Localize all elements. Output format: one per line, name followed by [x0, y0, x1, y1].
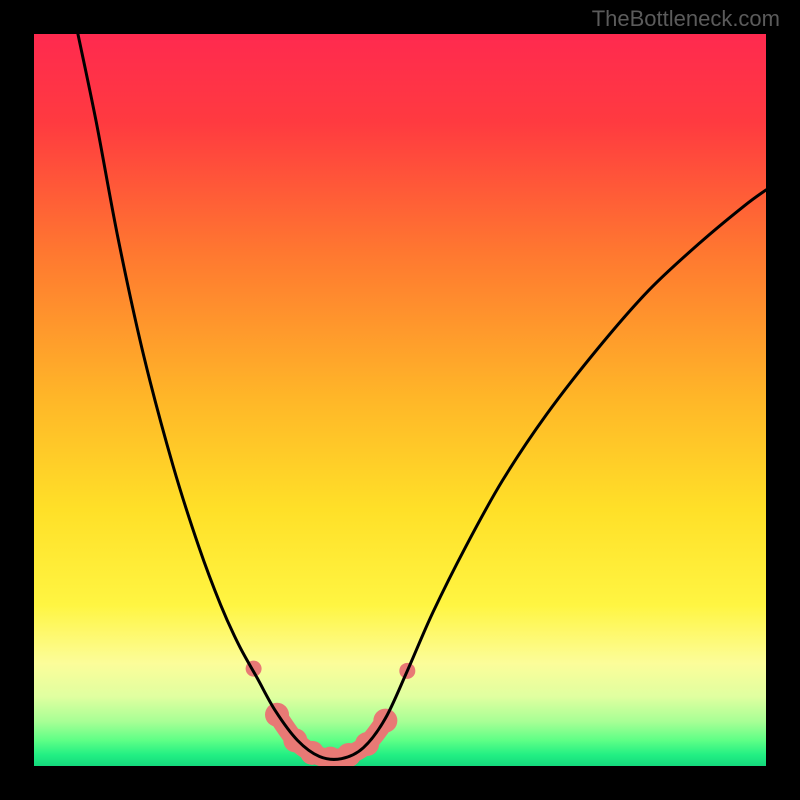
chart-plot-area	[34, 34, 766, 766]
chart-background	[34, 34, 766, 766]
watermark-text: TheBottleneck.com	[592, 6, 780, 32]
chart-root: TheBottleneck.com	[0, 0, 800, 800]
chart-svg	[34, 34, 766, 766]
